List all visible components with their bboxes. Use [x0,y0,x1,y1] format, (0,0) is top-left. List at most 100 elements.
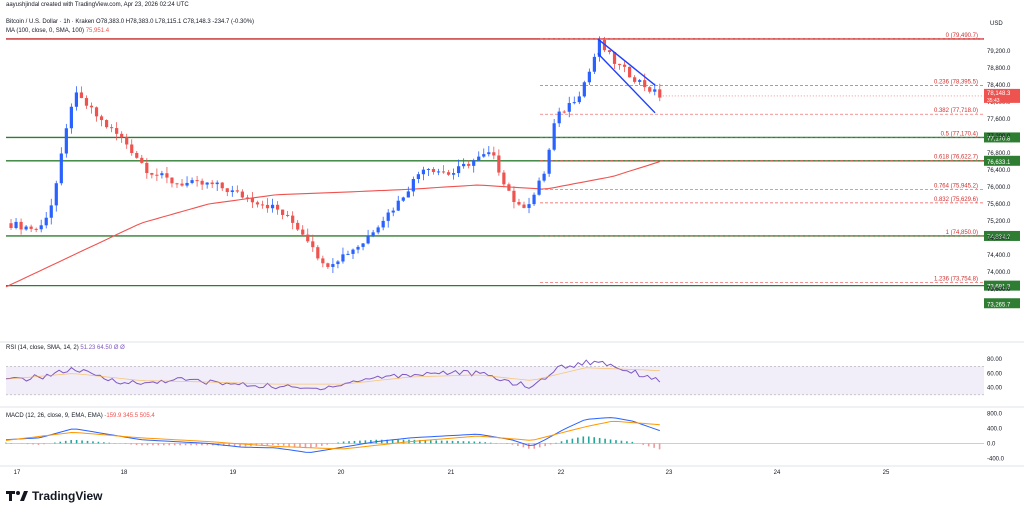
candle [275,201,280,215]
candle-body [648,87,652,92]
price-axis-tick: 75,600.0 [987,202,1011,208]
candle [517,198,521,206]
symbol-name[interactable]: Bitcoin / U.S. Dollar · 1h · Kraken [6,19,95,25]
candle [426,168,431,177]
candle-body [386,212,390,221]
candle-body [160,173,164,176]
macd-axis-tick: 0.0 [987,441,996,447]
candle [160,170,164,179]
fib-level-label: 1 (74,850.0) [946,230,978,236]
macd-histogram-bar [86,440,89,444]
candle [406,186,410,198]
candle [512,186,516,209]
candle [482,148,486,158]
ma-legend-value: 75,951.4 [85,28,110,34]
candle-body [467,163,471,166]
macd-legend[interactable]: MACD (12, 26, close, 9, EMA, EMA) -159.9… [6,413,155,419]
macd-histogram-bar [282,443,285,446]
candle-body [79,92,84,99]
candle [617,63,622,70]
candle-body [487,152,491,155]
candle-body [562,111,566,113]
candle-body [185,182,189,186]
macd-histogram-bar [195,443,198,446]
fib-level-label: 0.618 (76,622.7) [934,155,978,161]
candle-body [376,227,380,233]
macd-signal-line [5,420,660,450]
candle-body [115,128,119,134]
channel-lower-line [597,52,656,114]
macd-histogram-bar [380,439,383,444]
candle [633,75,637,84]
macd-histogram-bar [326,443,329,445]
candle [145,158,149,179]
candle-body [537,180,541,195]
macd-histogram-bar [391,439,394,444]
candle-body [547,149,551,174]
ma-line [5,161,660,288]
macd-histogram-bar [484,442,487,444]
candle [64,123,68,158]
candle-body [286,214,290,216]
candle-body [301,229,305,235]
candle [205,182,209,189]
candle [74,86,79,111]
candle-body [265,204,270,209]
macd-histogram-bar [173,443,176,446]
macd-histogram-bar [81,440,83,444]
candle [472,158,476,173]
candle [396,195,400,212]
macd-histogram-bar [310,443,312,449]
candle-body [587,71,591,83]
candle-body [44,217,48,226]
price-chart[interactable]: 77,170.8 76,633.1 74,834.2 73,681.3 73,265.7… [0,0,1024,480]
macd-histogram-bar [97,441,100,444]
rsi-signal-line [5,367,660,385]
candle [582,80,586,98]
candle [366,229,370,245]
candle-body [89,105,94,108]
price-axis-tick: 74,000.0 [987,270,1011,276]
macd-histogram-bar [555,442,557,444]
candle [547,147,551,177]
candle [492,146,496,160]
macd-pane: 800.0 400.0 0.0 -400.0 [5,412,1005,462]
candle [477,151,481,162]
candle [165,167,169,184]
macd-histogram-bar [577,437,579,444]
macd-histogram-bar [359,440,361,444]
candle [14,217,18,230]
support-price-tag [984,280,1020,291]
candle-body [245,197,249,199]
candle [110,124,114,133]
candle [346,250,350,256]
tradingview-logo[interactable]: TradingView [6,489,102,503]
macd-histogram-bar [26,443,29,445]
rsi-legend[interactable]: RSI (14, close, SMA, 14, 2) 51.23 64.50 … [6,345,125,351]
candle [265,198,270,213]
candle [527,197,531,214]
macd-histogram-bar [386,439,388,444]
ma-legend[interactable]: MA (100, close, 0, SMA, 100) 75,951.4 [6,28,109,34]
candle [225,188,229,197]
candle-body [446,172,451,175]
candle [592,53,597,75]
candle-body [135,152,139,158]
macd-histogram-bar [647,443,650,447]
price-axis-tick: 78,400.0 [987,83,1011,89]
candle [386,209,390,228]
candle-body [321,258,325,264]
candle-body [532,194,536,205]
candle [29,224,33,233]
macd-histogram-bar [544,443,546,447]
macd-histogram-bar [293,443,296,447]
macd-histogram-bar [571,438,574,444]
macd-histogram-bar [299,443,301,448]
candle-body [552,123,556,150]
candle [24,224,28,231]
fib-level-label: 0.5 (77,170.4) [941,131,978,137]
candle-body [291,215,295,223]
macd-histogram-bar [75,439,78,444]
candle [487,146,491,157]
macd-histogram-bar [244,443,247,447]
